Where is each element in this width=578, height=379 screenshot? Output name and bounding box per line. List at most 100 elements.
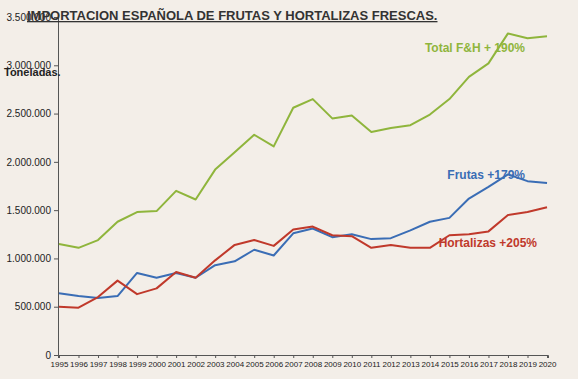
x-tick: 2013 [402, 355, 420, 369]
x-tick: 2012 [382, 355, 400, 369]
y-axis: 0500.0001.000.0001.500.0002.000.0002.500… [7, 12, 59, 361]
series-line [59, 174, 547, 298]
y-tick: 1.000.000 [7, 253, 59, 264]
x-tick: 2010 [343, 355, 361, 369]
x-tick-mark [254, 355, 255, 358]
x-tick-mark [157, 355, 158, 358]
x-tick-label: 1997 [90, 360, 108, 369]
x-tick-mark [547, 355, 548, 358]
x-tick-label: 2007 [285, 360, 303, 369]
x-tick-label: 2003 [207, 360, 225, 369]
y-tick-label: 500.000 [15, 301, 52, 312]
x-tick: 2006 [265, 355, 283, 369]
series-label: Total F&H + 190% [425, 41, 525, 55]
series-label: Hortalizas +205% [439, 236, 538, 250]
x-tick: 2002 [187, 355, 205, 369]
x-tick-label: 2014 [421, 360, 439, 369]
x-tick-label: 2010 [343, 360, 361, 369]
x-tick: 2020 [539, 355, 557, 369]
x-tick: 2005 [246, 355, 264, 369]
x-tick-mark [410, 355, 411, 358]
y-tick-mark [54, 114, 58, 115]
y-tick-mark [54, 355, 58, 356]
x-tick: 2015 [441, 355, 459, 369]
y-tick: 2.000.000 [7, 157, 59, 168]
x-tick-mark [352, 355, 353, 358]
x-tick: 1997 [90, 355, 108, 369]
y-tick-label: 2.000.000 [7, 157, 52, 168]
x-tick: 2009 [324, 355, 342, 369]
x-tick-mark [488, 355, 489, 358]
y-tick: 500.000 [15, 301, 58, 312]
x-tick-label: 2006 [265, 360, 283, 369]
x-tick-mark [371, 355, 372, 358]
x-tick: 2000 [148, 355, 166, 369]
x-tick-label: 1999 [129, 360, 147, 369]
x-tick-mark [78, 355, 79, 358]
series-line [59, 33, 547, 247]
x-tick-label: 2019 [519, 360, 537, 369]
x-tick: 2019 [519, 355, 537, 369]
x-tick-label: 2018 [500, 360, 518, 369]
x-tick: 1996 [70, 355, 88, 369]
x-tick-label: 2001 [168, 360, 186, 369]
x-tick-mark [59, 355, 60, 358]
y-tick-label: 2.500.000 [7, 108, 52, 119]
y-tick: 2.500.000 [7, 108, 59, 119]
x-axis-line [59, 356, 549, 359]
x-tick-label: 1995 [51, 360, 69, 369]
x-tick-mark [118, 355, 119, 358]
background [0, 0, 578, 379]
x-tick-label: 2012 [382, 360, 400, 369]
y-tick: 1.500.000 [7, 205, 59, 216]
x-tick-mark [196, 355, 197, 358]
y-tick-mark [54, 307, 58, 308]
x-tick-mark [215, 355, 216, 358]
y-tick-mark [54, 210, 58, 211]
x-tick: 2003 [207, 355, 225, 369]
x-tick-mark [430, 355, 431, 358]
x-tick-mark [98, 355, 99, 358]
x-axis: 1995199619971998199920002001200220032004… [51, 355, 557, 369]
x-tick-label: 2005 [246, 360, 264, 369]
x-tick-mark [469, 355, 470, 358]
x-tick-mark [332, 355, 333, 358]
x-tick-label: 1996 [70, 360, 88, 369]
series-label: Frutas +179% [447, 168, 525, 182]
x-tick-mark [137, 355, 138, 358]
x-tick-mark [274, 355, 275, 358]
y-tick-label: 1.500.000 [7, 205, 52, 216]
x-tick-label: 2000 [148, 360, 166, 369]
title: IMPORTACION ESPAÑOLA DE FRUTAS Y HORTALI… [27, 8, 437, 23]
x-tick-label: 2020 [539, 360, 557, 369]
x-tick-mark [235, 355, 236, 358]
x-tick-label: 2004 [226, 360, 244, 369]
y-axis-title: Toneladas. [4, 66, 61, 78]
x-tick-label: 2017 [480, 360, 498, 369]
chart: 0500.0001.000.0001.500.0002.000.0002.500… [0, 0, 578, 379]
x-tick-mark [176, 355, 177, 358]
x-tick-label: 2009 [324, 360, 342, 369]
x-tick-mark [449, 355, 450, 358]
x-tick-label: 2013 [402, 360, 420, 369]
x-tick-mark [391, 355, 392, 358]
x-tick: 2014 [421, 355, 439, 369]
x-tick: 2018 [500, 355, 518, 369]
x-tick: 2017 [480, 355, 498, 369]
x-tick-label: 1998 [109, 360, 127, 369]
x-tick: 1995 [51, 355, 69, 369]
x-tick-label: 2011 [363, 360, 381, 369]
x-tick: 1999 [129, 355, 147, 369]
y-tick-mark [54, 162, 58, 163]
x-tick: 2004 [226, 355, 244, 369]
x-tick-mark [528, 355, 529, 358]
y-tick-mark [54, 258, 58, 259]
plot-area [59, 33, 547, 307]
x-tick: 2007 [285, 355, 303, 369]
x-tick: 2016 [461, 355, 479, 369]
x-tick-mark [313, 355, 314, 358]
series-line [59, 207, 547, 307]
x-tick-label: 2008 [304, 360, 322, 369]
y-tick-label: 1.000.000 [7, 253, 52, 264]
x-tick-mark [293, 355, 294, 358]
